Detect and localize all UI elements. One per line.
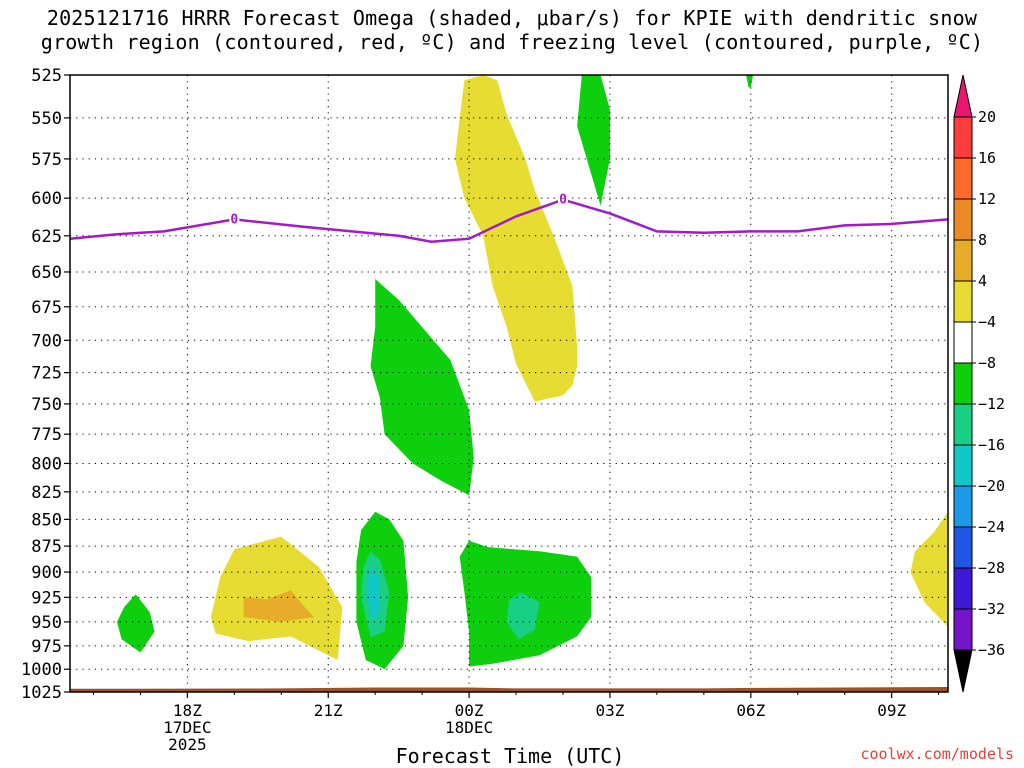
colorbar-label-8: −16 bbox=[978, 436, 1005, 454]
freezing-level-label-0: 0 bbox=[230, 212, 238, 227]
colorbar-swatch-6 bbox=[953, 362, 973, 405]
freezing-label-bg-0 bbox=[229, 212, 240, 226]
omega-region-12 bbox=[910, 511, 948, 627]
omega-region-11 bbox=[117, 594, 155, 653]
y-tick-label-850: 850 bbox=[31, 510, 62, 530]
freezing-level-layer: 00 bbox=[69, 192, 949, 243]
y-tick-label-575: 575 bbox=[31, 150, 62, 170]
colorbar-swatch-4 bbox=[953, 280, 973, 323]
source-credit: coolwx.com/models bbox=[860, 745, 1014, 763]
omega-shading-layer bbox=[117, 75, 948, 670]
x-tick-label-03Z-0: 03Z bbox=[595, 701, 624, 720]
colorbar-swatch-5 bbox=[953, 321, 973, 364]
omega-colorbar: 20 16 12 8 4 −4 −8 −12 −16 −20 −24 −28 −32 −36 bbox=[953, 74, 1005, 693]
plot-frame bbox=[69, 74, 949, 693]
colorbar-swatch-8 bbox=[953, 444, 973, 487]
omega-region-6 bbox=[368, 564, 380, 622]
colorbar-swatch-11 bbox=[953, 567, 973, 610]
colorbar-bottom-arrow bbox=[953, 649, 973, 693]
colorbar-top-arrow bbox=[953, 74, 973, 118]
omega-region-8 bbox=[506, 592, 540, 640]
omega-region-3 bbox=[370, 279, 474, 496]
y-tick-label-675: 675 bbox=[31, 298, 62, 318]
y-tick-label-600: 600 bbox=[31, 189, 62, 209]
colorbar-swatch-7 bbox=[953, 403, 973, 446]
omega-region-1 bbox=[577, 75, 610, 206]
chart-title-line-1: 2025121716 HRRR Forecast Omega (shaded, … bbox=[46, 6, 978, 30]
colorbar-label-7: −12 bbox=[978, 395, 1005, 413]
colorbar-label-0: 20 bbox=[978, 108, 996, 126]
y-tick-label-650: 650 bbox=[31, 263, 62, 283]
chart-title-line-2: growth region (contoured, red, ºC) and f… bbox=[40, 30, 984, 54]
colorbar-label-3: 8 bbox=[978, 231, 987, 249]
freezing-level-label-1: 0 bbox=[559, 193, 567, 208]
x-tick-label-09Z-0: 09Z bbox=[877, 701, 906, 720]
colorbar-label-1: 16 bbox=[978, 149, 996, 167]
colorbar-swatch-9 bbox=[953, 485, 973, 528]
omega-region-10 bbox=[243, 590, 315, 622]
freezing-level-line bbox=[69, 198, 949, 243]
y-tick-label-700: 700 bbox=[31, 331, 62, 351]
colorbar-label-9: −20 bbox=[978, 477, 1005, 495]
colorbar-swatch-3 bbox=[953, 239, 973, 282]
y-tick-label-800: 800 bbox=[31, 454, 62, 474]
y-tick-label-750: 750 bbox=[31, 395, 62, 415]
y-tick-label-900: 900 bbox=[31, 563, 62, 583]
colorbar-label-10: −24 bbox=[978, 518, 1005, 536]
terrain-layer bbox=[70, 687, 948, 692]
y-tick-label-725: 725 bbox=[31, 364, 62, 384]
y-tick-label-950: 950 bbox=[31, 613, 62, 633]
chart-title: 2025121716 HRRR Forecast Omega (shaded, … bbox=[0, 6, 1024, 54]
colorbar-label-6: −8 bbox=[978, 354, 996, 372]
colorbar-label-5: −4 bbox=[978, 313, 996, 331]
colorbar-label-4: 4 bbox=[978, 272, 987, 290]
y-tick-label-1025: 1025 bbox=[21, 683, 62, 703]
omega-region-2 bbox=[746, 75, 754, 88]
y-tick-label-925: 925 bbox=[31, 588, 62, 608]
x-axis-title: Forecast Time (UTC) bbox=[395, 744, 625, 768]
colorbar-swatch-10 bbox=[953, 526, 973, 569]
terrain-fill bbox=[70, 687, 948, 692]
x-tick-label-18Z-0: 18Z bbox=[173, 701, 202, 720]
x-tick-label-06Z-0: 06Z bbox=[736, 701, 765, 720]
y-tick-label-525: 525 bbox=[31, 66, 62, 86]
colorbar-label-12: −32 bbox=[978, 600, 1005, 618]
freezing-label-bg-1 bbox=[557, 192, 568, 206]
colorbar-label-13: −36 bbox=[978, 641, 1005, 659]
x-tick-label-21Z-0: 21Z bbox=[314, 701, 343, 720]
y-tick-label-550: 550 bbox=[31, 109, 62, 129]
y-tick-label-1000: 1000 bbox=[21, 660, 62, 680]
x-tick-label-18Z-1: 17DEC bbox=[163, 718, 211, 737]
y-tick-label-775: 775 bbox=[31, 425, 62, 445]
colorbar-swatch-2 bbox=[953, 198, 973, 241]
y-axis-ticks: 525 550 575 600 625 650 675 700 725 750 775 800 825 8… bbox=[21, 66, 70, 703]
colorbar-swatch-1 bbox=[953, 157, 973, 200]
y-tick-label-975: 975 bbox=[31, 637, 62, 657]
y-tick-label-625: 625 bbox=[31, 227, 62, 247]
x-tick-label-00Z-0: 00Z bbox=[455, 701, 484, 720]
x-tick-label-00Z-1: 18DEC bbox=[445, 718, 493, 737]
y-tick-label-825: 825 bbox=[31, 483, 62, 503]
colorbar-swatch-12 bbox=[953, 608, 973, 651]
omega-region-0 bbox=[455, 75, 578, 402]
colorbar-swatch-0 bbox=[953, 116, 973, 159]
x-tick-label-18Z-2: 2025 bbox=[168, 735, 207, 754]
colorbar-label-2: 12 bbox=[978, 190, 996, 208]
colorbar-label-11: −28 bbox=[978, 559, 1005, 577]
y-tick-label-875: 875 bbox=[31, 537, 62, 557]
